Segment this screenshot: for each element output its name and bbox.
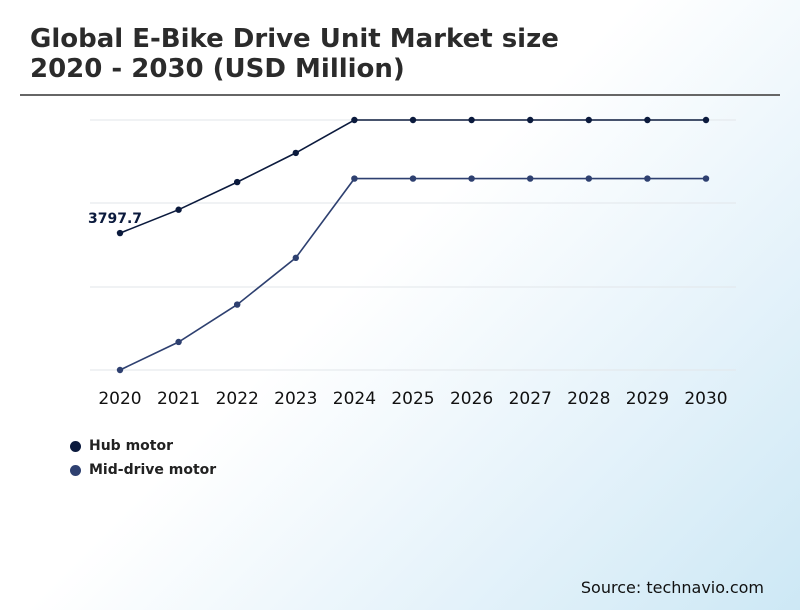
data-point-hub-motor-2024 bbox=[351, 116, 358, 124]
data-point-mid-drive-motor-2026 bbox=[468, 175, 475, 182]
data-label-0: 3797.7 bbox=[88, 211, 142, 227]
x-tick-label-2022: 2022 bbox=[216, 389, 259, 409]
legend: Hub motor Mid-drive motor bbox=[70, 434, 216, 482]
x-tick-label-2021: 2021 bbox=[157, 389, 200, 409]
legend-item-mid-drive-motor: Mid-drive motor bbox=[70, 458, 216, 482]
data-point-mid-drive-motor-2025 bbox=[409, 175, 417, 182]
x-tick-label-2025: 2025 bbox=[391, 389, 434, 409]
data-point-hub-motor-2027 bbox=[527, 116, 534, 124]
series-line-mid-drive-motor bbox=[119, 177, 706, 371]
data-point-mid-drive-motor-2021 bbox=[175, 338, 182, 346]
data-point-hub-motor-2022 bbox=[234, 178, 241, 186]
data-point-hub-motor-2025 bbox=[409, 116, 417, 124]
data-point-mid-drive-motor-2023 bbox=[292, 254, 299, 262]
data-point-mid-drive-motor-2022 bbox=[234, 301, 241, 308]
data-point-mid-drive-motor-2028 bbox=[585, 175, 592, 182]
data-point-hub-motor-2020 bbox=[116, 229, 124, 237]
data-point-hub-motor-2028 bbox=[585, 116, 592, 124]
legend-label-hub-motor: Hub motor bbox=[89, 438, 173, 454]
line-chart: 2020 2021 2022 2023 2024 2025 2026 2027 2028 2029… bbox=[88, 116, 736, 409]
data-point-hub-motor-2026 bbox=[468, 116, 475, 124]
legend-marker-mid-drive-motor bbox=[70, 464, 81, 476]
data-point-hub-motor-2030 bbox=[702, 116, 710, 124]
data-point-hub-motor-2029 bbox=[644, 116, 651, 124]
chart-title: Global E-Bike Drive Unit Market size 202… bbox=[30, 24, 559, 84]
legend-label-mid-drive-motor: Mid-drive motor bbox=[89, 462, 217, 478]
x-tick-label-2030: 2030 bbox=[684, 389, 727, 409]
x-tick-label-2028: 2028 bbox=[567, 389, 610, 409]
data-point-mid-drive-motor-2030 bbox=[702, 175, 710, 182]
data-point-mid-drive-motor-2029 bbox=[644, 175, 651, 182]
x-tick-label-2023: 2023 bbox=[274, 389, 317, 409]
x-tick-label-2029: 2029 bbox=[626, 389, 669, 409]
data-point-mid-drive-motor-2027 bbox=[527, 175, 534, 182]
source-note: Source: technavio.com bbox=[580, 578, 764, 597]
title-divider bbox=[20, 94, 780, 96]
data-point-mid-drive-motor-2024 bbox=[351, 175, 358, 182]
data-point-hub-motor-2021 bbox=[175, 206, 182, 213]
chart-title-line-2: 2020 - 2030 (USD Million) bbox=[30, 54, 405, 84]
data-point-hub-motor-2023 bbox=[292, 149, 299, 157]
legend-marker-hub-motor bbox=[70, 440, 81, 452]
legend-item-hub-motor: Hub motor bbox=[70, 434, 216, 458]
chart-title-line-1: Global E-Bike Drive Unit Market size bbox=[30, 24, 559, 54]
x-tick-label-2027: 2027 bbox=[509, 389, 552, 409]
x-tick-label-2024: 2024 bbox=[333, 389, 376, 409]
x-tick-label-2026: 2026 bbox=[450, 389, 493, 409]
x-tick-label-2020: 2020 bbox=[98, 389, 141, 409]
data-point-mid-drive-motor-2020 bbox=[116, 366, 124, 374]
